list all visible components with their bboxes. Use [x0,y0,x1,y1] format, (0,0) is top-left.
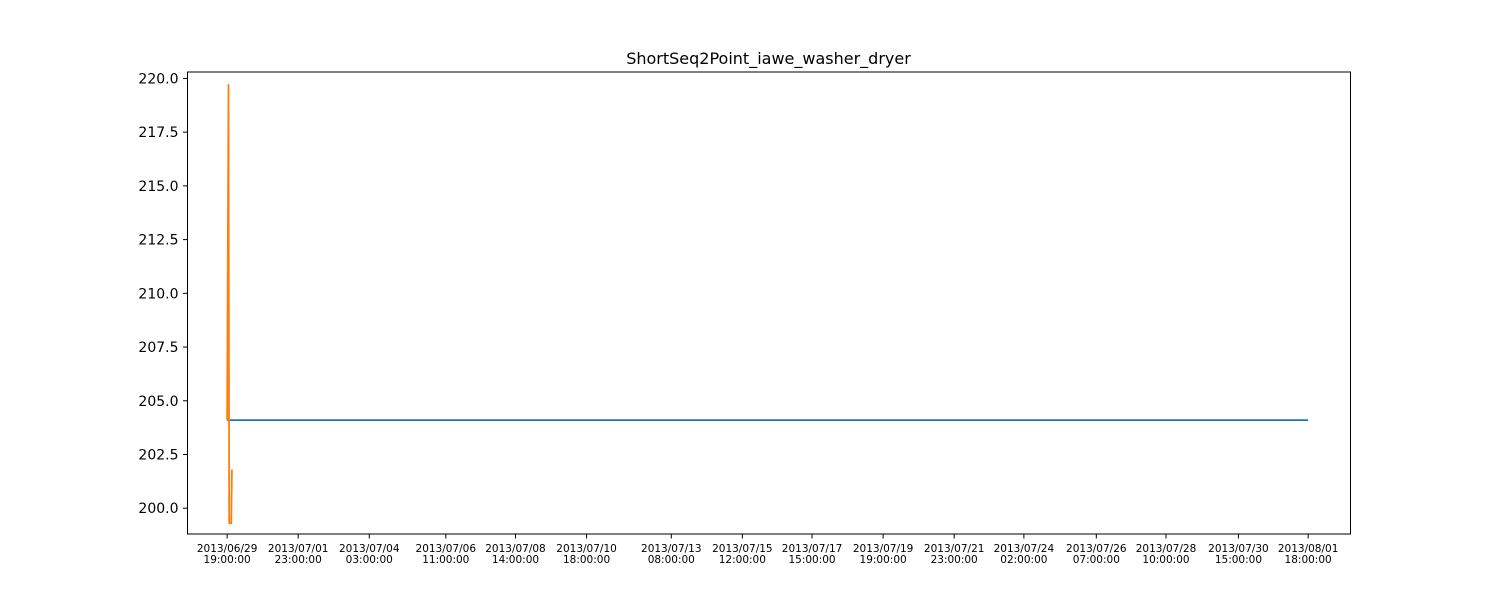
x-tick-label: 2013/07/28 10:00:00 [1136,543,1197,566]
x-tick-label: 2013/07/17 15:00:00 [782,543,843,566]
x-tick-label: 2013/07/26 07:00:00 [1066,543,1127,566]
x-tick-label: 2013/07/24 02:00:00 [994,543,1055,566]
y-tick-label: 212.5 [138,233,178,249]
x-tick-label: 2013/07/06 11:00:00 [416,543,477,566]
x-tick-label: 2013/07/10 18:00:00 [556,543,617,566]
x-tick-label: 2013/07/19 19:00:00 [853,543,914,566]
x-tick-label: 2013/06/29 19:00:00 [197,543,258,566]
y-tick-label: 220.0 [138,71,178,87]
x-tick-label: 2013/07/01 23:00:00 [268,543,329,566]
plot-frame [187,71,1351,535]
y-tick-label: 217.5 [138,125,178,141]
x-tick-label: 2013/07/04 03:00:00 [339,543,400,566]
y-tick-label: 202.5 [138,447,178,463]
x-tick-label: 2013/07/30 15:00:00 [1208,543,1269,566]
x-tick-label: 2013/07/13 08:00:00 [641,543,702,566]
y-tick-label: 207.5 [138,340,178,356]
x-tick-label: 2013/07/21 23:00:00 [924,543,985,566]
y-tick-label: 215.0 [138,179,178,195]
x-tick-label: 2013/07/08 14:00:00 [485,543,546,566]
x-tick-label: 2013/07/15 12:00:00 [712,543,773,566]
chart-title: ShortSeq2Point_iawe_washer_dryer [626,49,911,69]
y-tick-label: 200.0 [138,501,178,517]
x-axis: 2013/06/29 19:00:00 2013/07/01 23:00:00 2013… [197,534,1339,566]
y-tick-label: 205.0 [138,394,178,410]
x-tick-label: 2013/08/01 18:00:00 [1278,543,1339,566]
series-line-2 [226,83,233,525]
series-layer [226,83,1309,525]
y-tick-label: 210.0 [138,286,178,302]
y-axis: 200.0 202.5 205.0 207.5 210.0 212.5 215.0 217.5… [138,71,188,517]
